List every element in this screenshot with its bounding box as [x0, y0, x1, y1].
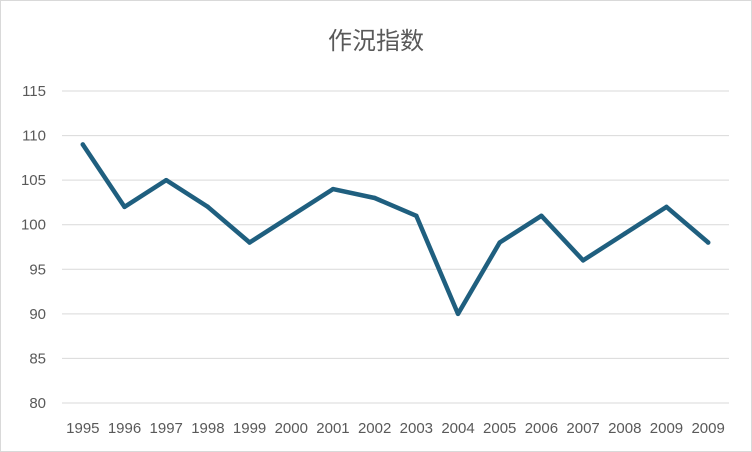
- y-tick-label: 100: [21, 217, 46, 234]
- data-point: [164, 177, 169, 183]
- data-point: [705, 240, 711, 245]
- data-point: [414, 213, 419, 218]
- x-tick-label: 2002: [358, 420, 391, 437]
- data-point: [622, 231, 627, 236]
- chart-title: 作況指数: [328, 27, 424, 55]
- x-tick-label: 2000: [275, 420, 308, 437]
- y-tick-label: 85: [29, 350, 46, 367]
- x-tick-label: 2009: [691, 420, 724, 437]
- y-tick-label: 90: [29, 306, 46, 323]
- x-tick-label: 2005: [483, 420, 516, 437]
- y-tick-label: 105: [21, 172, 46, 189]
- x-tick-label: 2009: [650, 420, 683, 437]
- y-tick-label: 110: [22, 128, 46, 145]
- x-tick-label: 1997: [150, 420, 183, 437]
- x-tick-label: 2001: [316, 420, 349, 437]
- x-tick-label: 2007: [566, 420, 599, 437]
- data-point: [580, 258, 586, 263]
- x-tick-label: 2006: [525, 420, 558, 437]
- x-tick-label: 2004: [441, 420, 474, 437]
- x-tick-label: 2008: [608, 420, 641, 437]
- y-tick-label: 95: [29, 261, 46, 278]
- y-tick-label: 115: [22, 83, 46, 100]
- data-point: [80, 142, 86, 147]
- x-tick-label: 1995: [66, 420, 99, 437]
- data-point: [122, 204, 127, 210]
- data-point: [372, 195, 377, 201]
- data-point: [289, 213, 294, 218]
- x-tick-label: 1999: [233, 420, 266, 437]
- data-point: [664, 204, 669, 210]
- data-point: [539, 213, 544, 218]
- data-point: [247, 240, 252, 245]
- data-point: [497, 240, 502, 245]
- x-tick-label: 1996: [108, 420, 141, 437]
- x-tick-label: 2003: [400, 420, 433, 437]
- data-point: [455, 311, 461, 317]
- y-tick-label: 80: [29, 395, 46, 412]
- x-tick-label: 1998: [191, 420, 224, 437]
- series-line: [80, 142, 711, 317]
- data-point: [205, 204, 211, 210]
- data-point: [330, 186, 336, 192]
